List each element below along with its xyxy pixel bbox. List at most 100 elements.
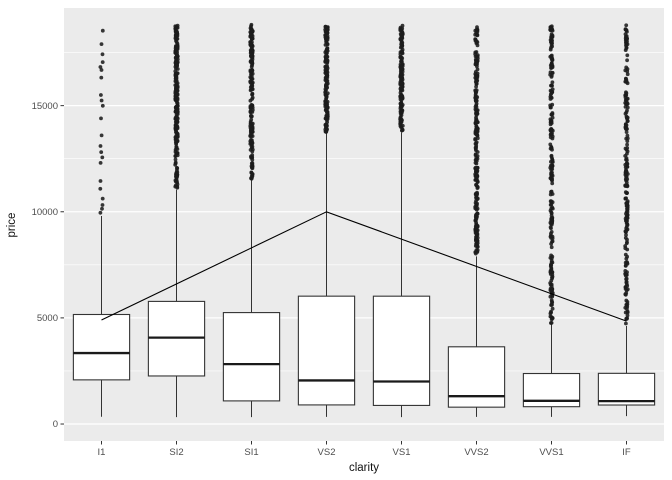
- outlier-point: [100, 28, 105, 33]
- outlier-point: [248, 42, 253, 46]
- outlier-point: [98, 186, 103, 191]
- outlier-point: [625, 223, 630, 227]
- outlier-point: [474, 84, 478, 89]
- outlier-point: [624, 171, 628, 176]
- outlier-point: [624, 110, 629, 115]
- outlier-point: [175, 29, 179, 34]
- outlier-point: [248, 109, 253, 114]
- outlier-point: [323, 99, 328, 104]
- outlier-point: [549, 83, 553, 88]
- outlier-point: [549, 25, 554, 30]
- outlier-point: [624, 23, 629, 28]
- outlier-point: [548, 225, 553, 230]
- outlier-point: [475, 173, 479, 178]
- outlier-point: [625, 58, 629, 63]
- outlier-point: [325, 31, 330, 35]
- outlier-point: [624, 91, 629, 96]
- outlier-point: [550, 272, 555, 277]
- outlier-point: [549, 189, 554, 194]
- outlier-point: [473, 95, 478, 100]
- outlier-point: [473, 244, 478, 248]
- outlier-point: [625, 212, 630, 217]
- outlier-point: [249, 64, 254, 69]
- outlier-point: [549, 267, 554, 271]
- outlier-point: [550, 173, 555, 178]
- outlier-point: [624, 277, 628, 282]
- outlier-point: [324, 86, 329, 90]
- outlier-point: [549, 65, 554, 70]
- outlier-point: [624, 291, 629, 295]
- outlier-point: [625, 200, 629, 205]
- outlier-point: [249, 103, 254, 107]
- outlier-point: [550, 239, 554, 244]
- outlier-point: [550, 111, 555, 115]
- outlier-point: [99, 42, 104, 46]
- outlier-point: [624, 218, 628, 223]
- outlier-point: [475, 74, 480, 78]
- outlier-point: [249, 24, 253, 29]
- outlier-point: [625, 247, 630, 252]
- outlier-point: [623, 98, 628, 102]
- outlier-point: [174, 86, 179, 91]
- outlier-point: [623, 122, 628, 127]
- outlier-point: [175, 71, 180, 76]
- outlier-point: [323, 65, 328, 70]
- outlier-point: [250, 172, 255, 177]
- outlier-point: [549, 317, 554, 322]
- outlier-point: [173, 60, 178, 65]
- outlier-point: [98, 210, 103, 215]
- outlier-point: [625, 310, 630, 315]
- outlier-point: [625, 207, 630, 212]
- outlier-point: [174, 171, 179, 175]
- outlier-point: [98, 179, 103, 183]
- outlier-point: [550, 302, 554, 307]
- outlier-point: [325, 106, 330, 111]
- outlier-point: [549, 253, 553, 258]
- boxplot-outliers-VVS1: [548, 24, 555, 325]
- outlier-point: [475, 201, 479, 206]
- outlier-point: [625, 119, 630, 123]
- boxplot-outliers-SI2: [173, 23, 180, 190]
- outlier-point: [475, 120, 480, 124]
- outlier-point: [100, 60, 105, 64]
- outlier-point: [475, 224, 480, 229]
- outlier-point: [248, 75, 253, 79]
- outlier-point: [473, 153, 478, 158]
- outlier-point: [175, 92, 180, 97]
- outlier-point: [174, 75, 179, 80]
- outlier-point: [173, 33, 178, 38]
- outlier-point: [323, 34, 328, 39]
- outlier-point: [250, 91, 255, 96]
- boxplot-outliers-VS2: [323, 24, 330, 134]
- outlier-point: [100, 206, 104, 211]
- outlier-point: [174, 45, 179, 50]
- outlier-point: [550, 71, 555, 75]
- outlier-point: [474, 145, 478, 150]
- outlier-point: [625, 254, 629, 259]
- outlier-point: [474, 110, 479, 115]
- outlier-point: [324, 55, 329, 60]
- outlier-point: [624, 241, 629, 246]
- outlier-point: [474, 231, 479, 235]
- outlier-point: [325, 46, 330, 50]
- outlier-point: [625, 102, 629, 106]
- outlier-point: [400, 104, 404, 109]
- outlier-point: [174, 107, 179, 112]
- x-tick-label-VS1: VS1: [393, 447, 411, 458]
- boxplot-box-I1: [72, 313, 131, 381]
- outlier-point: [400, 23, 405, 28]
- outlier-point: [250, 84, 255, 88]
- boxplot-box-IF: [597, 372, 656, 406]
- outlier-point: [550, 306, 555, 311]
- x-tick-label-I1: I1: [98, 447, 106, 458]
- outlier-point: [324, 123, 328, 128]
- outlier-point: [623, 229, 628, 234]
- outlier-point: [250, 34, 255, 38]
- outlier-point: [549, 167, 553, 172]
- x-axis-title: clarity: [349, 462, 379, 474]
- outlier-point: [325, 60, 330, 64]
- outlier-point: [625, 133, 630, 138]
- boxplot-outliers-VVS2: [473, 25, 480, 256]
- outlier-point: [398, 69, 403, 74]
- boxplot-box-VVS2: [447, 346, 506, 408]
